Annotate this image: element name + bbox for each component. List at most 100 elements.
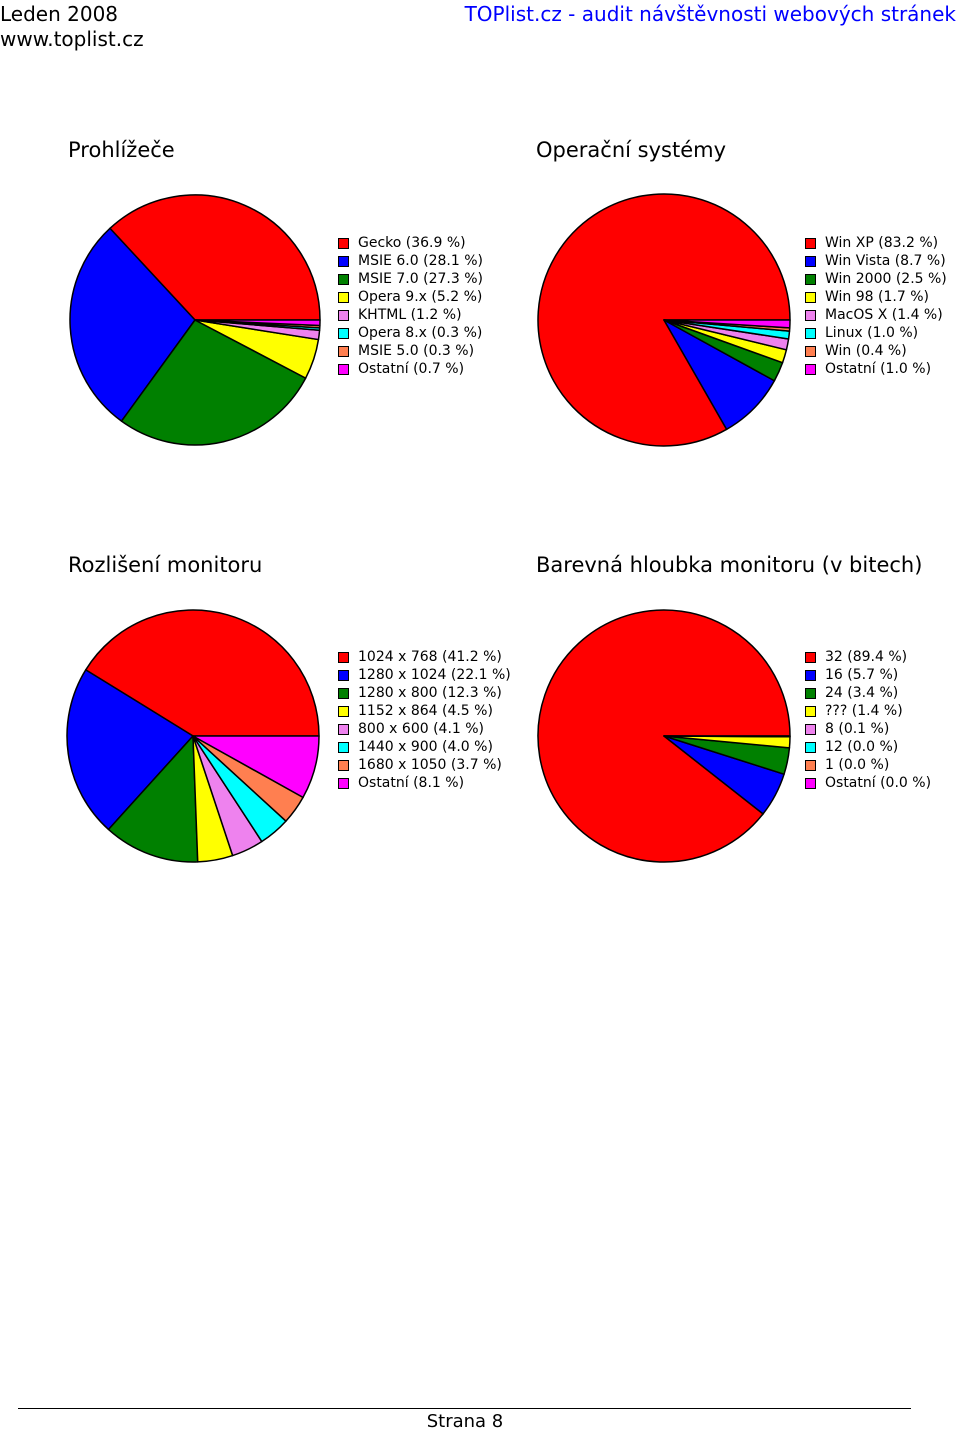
legend-color-depth: 32 (89.4 %) 16 (5.7 %) 24 (3.4 %) ??? (1.4 … [805,648,931,792]
legend-swatch [338,705,349,717]
legend-label: MSIE 7.0 (27.3 %) [358,271,483,287]
legend-item: Gecko (36.9 %) [338,234,483,252]
legend-swatch [338,363,349,375]
legend-label: Win (0.4 %) [825,343,907,359]
pie-slice-2-2 [107,735,199,863]
legend-label: MSIE 5.0 (0.3 %) [358,343,475,359]
pie-browsers [69,194,321,446]
legend-label: Win Vista (8.7 %) [825,253,946,269]
legend-label: 800 x 600 (4.1 %) [358,721,485,737]
legend-swatch [338,741,349,753]
legend-swatch [338,327,349,339]
pie-slice-1-7 [663,319,791,329]
legend-swatch [338,651,349,663]
legend-item: 32 (89.4 %) [805,648,931,666]
pie-slice-2-7 [192,735,320,799]
legend-label: Win 98 (1.7 %) [825,289,929,305]
legend-item: Opera 9.x (5.2 %) [338,288,483,306]
legend-label: 1024 x 768 (41.2 %) [358,649,502,665]
pie-slice-2-1 [66,669,194,831]
pie-slice-0-0 [109,194,321,321]
legend-item: 24 (3.4 %) [805,684,931,702]
legend-item: Ostatní (1.0 %) [805,360,947,378]
chart-title-color-depth: Barevná hloubka monitoru (v bitech) [536,553,923,577]
pie-os [537,193,791,447]
legend-item: 8 (0.1 %) [805,720,931,738]
legend-item: Ostatní (0.7 %) [338,360,483,378]
legend-label: 1280 x 800 (12.3 %) [358,685,502,701]
legend-label: Opera 8.x (0.3 %) [358,325,483,341]
legend-swatch [338,237,349,249]
legend-item: MSIE 7.0 (27.3 %) [338,270,483,288]
legend-item: 1280 x 1024 (22.1 %) [338,666,511,684]
legend-swatch [805,651,816,663]
footer-divider [18,1408,911,1409]
legend-item: Win 98 (1.7 %) [805,288,947,306]
legend-item: 1024 x 768 (41.2 %) [338,648,511,666]
report-title: TOPlist.cz - audit návštěvnosti webových… [464,2,956,26]
legend-label: 16 (5.7 %) [825,667,899,683]
legend-item: 1 (0.0 %) [805,756,931,774]
chart-title-browsers: Prohlížeče [68,138,175,162]
site-url: www.toplist.cz [0,27,144,51]
pie-slice-0-7 [194,319,321,327]
legend-swatch [338,759,349,771]
pie-slice-3-0 [537,609,791,863]
legend-item: 1152 x 864 (4.5 %) [338,702,511,720]
legend-swatch [805,309,816,321]
legend-label: Ostatní (1.0 %) [825,361,932,377]
legend-label: KHTML (1.2 %) [358,307,462,323]
legend-browsers: Gecko (36.9 %) MSIE 6.0 (28.1 %) MSIE 7.0 … [338,234,483,378]
legend-item: 1680 x 1050 (3.7 %) [338,756,511,774]
legend-swatch [805,777,816,789]
legend-item: MSIE 6.0 (28.1 %) [338,252,483,270]
legend-label: 24 (3.4 %) [825,685,899,701]
legend-swatch [805,345,816,357]
legend-label: Ostatní (0.0 %) [825,775,932,791]
chart-title-os: Operační systémy [536,138,726,162]
legend-label: Win XP (83.2 %) [825,235,939,251]
pie-resolution [66,609,320,863]
legend-item: 1280 x 800 (12.3 %) [338,684,511,702]
page-number: Strana 8 [426,1411,504,1432]
legend-item: 16 (5.7 %) [805,666,931,684]
legend-label: Opera 9.x (5.2 %) [358,289,483,305]
legend-swatch [338,291,349,303]
legend-item: Ostatní (0.0 %) [805,774,931,792]
pie-slice-0-2 [120,319,307,446]
legend-swatch [338,345,349,357]
legend-swatch [805,705,816,717]
legend-label: 1 (0.0 %) [825,757,890,773]
legend-item: Win (0.4 %) [805,342,947,360]
legend-swatch [338,273,349,285]
legend-label: ??? (1.4 %) [825,703,903,719]
legend-item: 800 x 600 (4.1 %) [338,720,511,738]
legend-swatch [338,723,349,735]
legend-label: Linux (1.0 %) [825,325,919,341]
pie-slice-0-1 [69,227,196,422]
legend-label: 8 (0.1 %) [825,721,890,737]
legend-swatch [805,327,816,339]
legend-item: KHTML (1.2 %) [338,306,483,324]
legend-swatch [338,669,349,681]
legend-swatch [805,687,816,699]
chart-title-resolution: Rozlišení monitoru [68,553,263,577]
legend-label: Ostatní (0.7 %) [358,361,465,377]
legend-item: Win 2000 (2.5 %) [805,270,947,288]
pie-slice-2-0 [85,609,320,737]
legend-item: Linux (1.0 %) [805,324,947,342]
page-header-left: Leden 2008 www.toplist.cz [0,2,144,52]
legend-item: 1440 x 900 (4.0 %) [338,738,511,756]
legend-swatch [338,255,349,267]
legend-label: 12 (0.0 %) [825,739,899,755]
legend-label: Gecko (36.9 %) [358,235,466,251]
legend-label: 1152 x 864 (4.5 %) [358,703,493,719]
legend-swatch [805,273,816,285]
legend-item: Win Vista (8.7 %) [805,252,947,270]
pie-color-depth [537,609,791,863]
legend-item: MSIE 5.0 (0.3 %) [338,342,483,360]
legend-swatch [805,237,816,249]
legend-swatch [805,741,816,753]
pie-slice-3-4 [663,735,791,738]
legend-label: 1680 x 1050 (3.7 %) [358,757,502,773]
